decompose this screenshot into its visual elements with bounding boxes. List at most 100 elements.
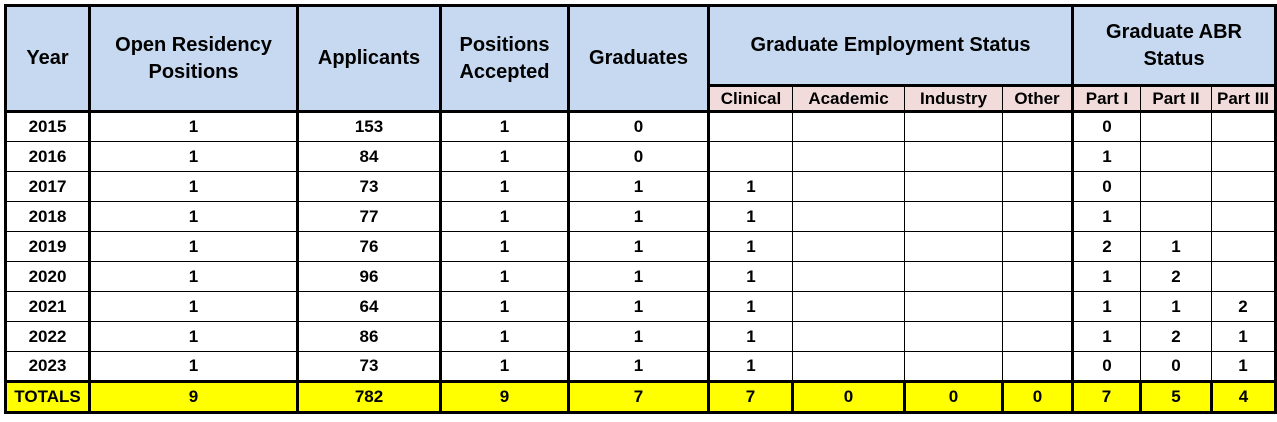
value-cell (904, 231, 1003, 262)
year-cell: 2021 (5, 291, 91, 322)
value-cell (792, 111, 905, 142)
value-cell (904, 171, 1003, 202)
table-row-2022: 2022 1 86 1 1 1 1 2 1 (5, 321, 1277, 352)
table-row-2016: 2016 1 84 1 0 1 (5, 141, 1277, 172)
value-cell: 1 (440, 231, 570, 262)
value-cell: 1 (568, 261, 710, 292)
value-cell: 1 (568, 201, 710, 232)
value-cell (1002, 351, 1074, 382)
value-cell: 1 (89, 141, 299, 172)
value-cell (792, 171, 905, 202)
col-header-open-positions: Open Residency Positions (88, 4, 299, 113)
value-cell (1002, 111, 1074, 142)
col-header-positions-accepted: Positions Accepted (439, 4, 570, 113)
value-cell: 153 (297, 111, 442, 142)
value-cell: 1 (1072, 141, 1141, 172)
value-cell: 84 (297, 141, 442, 172)
value-cell: 1 (708, 351, 793, 382)
value-cell (792, 291, 905, 322)
value-cell: 5 (1139, 380, 1213, 414)
value-cell (1002, 261, 1074, 292)
value-cell: 1 (568, 291, 710, 322)
value-cell: 1 (568, 351, 710, 382)
header-row-groups: Year Open Residency Positions Applicants… (4, 4, 1277, 113)
value-cell: 7 (1071, 380, 1142, 414)
value-cell: 1 (440, 321, 570, 352)
value-cell (1210, 141, 1277, 172)
table-row-2015: 2015 1 153 1 0 0 (5, 111, 1277, 142)
table-row-2023: 2023 1 73 1 1 1 0 0 1 (5, 351, 1277, 382)
value-cell (904, 111, 1003, 142)
subcol-header-part3: Part III (1210, 84, 1277, 113)
table-row-2019: 2019 1 76 1 1 1 2 1 (5, 231, 1277, 262)
value-cell: 1 (708, 171, 793, 202)
value-cell: 0 (903, 380, 1004, 414)
value-cell: 0 (568, 111, 710, 142)
value-cell: 2 (1140, 321, 1212, 352)
col-header-graduates: Graduates (567, 4, 710, 113)
value-cell: 1 (440, 111, 570, 142)
value-cell: 1 (568, 231, 710, 262)
year-cell: 2020 (5, 261, 91, 292)
year-cell: 2018 (5, 201, 91, 232)
value-cell: 1 (708, 201, 793, 232)
value-cell (904, 261, 1003, 292)
value-cell: 782 (296, 380, 442, 414)
value-cell: 0 (1072, 111, 1141, 142)
value-cell: 96 (297, 261, 442, 292)
value-cell: 1 (89, 111, 299, 142)
value-cell: 1 (1072, 291, 1141, 322)
col-header-applicants: Applicants (296, 4, 442, 113)
value-cell: 1 (1210, 321, 1277, 352)
value-cell (1210, 111, 1277, 142)
year-cell: 2019 (5, 231, 91, 262)
value-cell (792, 231, 905, 262)
value-cell: 1 (440, 171, 570, 202)
value-cell (1140, 201, 1212, 232)
group-header-abr-status: Graduate ABR Status (1070, 4, 1277, 87)
value-cell: 1 (89, 201, 299, 232)
value-cell: 76 (297, 231, 442, 262)
value-cell: 1 (89, 321, 299, 352)
subcol-header-industry: Industry (904, 84, 1003, 113)
value-cell (708, 111, 793, 142)
value-cell (792, 261, 905, 292)
totals-label-cell: TOTALS (4, 380, 91, 414)
value-cell: 1 (440, 201, 570, 232)
value-cell (1140, 171, 1212, 202)
group-header-employment-status: Graduate Employment Status (707, 4, 1074, 87)
value-cell: 1 (568, 321, 710, 352)
value-cell (1210, 261, 1277, 292)
value-cell: 1 (1140, 231, 1212, 262)
value-cell: 1 (89, 231, 299, 262)
year-cell: 2015 (5, 111, 91, 142)
table-row-2017: 2017 1 73 1 1 1 0 (5, 171, 1277, 202)
subcol-header-academic: Academic (792, 84, 905, 113)
value-cell (1002, 201, 1074, 232)
table-body: 2015 1 153 1 0 0 2016 1 84 1 0 1 2017 1 73 1 1 1 0 2018 1 77 1… (4, 111, 1277, 414)
value-cell (1210, 231, 1277, 262)
year-cell: 2016 (5, 141, 91, 172)
value-cell (792, 201, 905, 232)
value-cell: 1 (440, 351, 570, 382)
value-cell: 7 (707, 380, 794, 414)
value-cell: 4 (1209, 380, 1277, 414)
value-cell: 1 (708, 261, 793, 292)
value-cell (1002, 231, 1074, 262)
value-cell (1002, 171, 1074, 202)
value-cell (792, 141, 905, 172)
col-header-year: Year (4, 4, 91, 113)
table-row-2020: 2020 1 96 1 1 1 1 2 (5, 261, 1277, 292)
value-cell: 1 (1140, 291, 1212, 322)
value-cell: 1 (708, 231, 793, 262)
value-cell: 64 (297, 291, 442, 322)
value-cell (1210, 171, 1277, 202)
value-cell (1002, 141, 1074, 172)
value-cell: 2 (1210, 291, 1277, 322)
value-cell (1002, 321, 1074, 352)
value-cell: 77 (297, 201, 442, 232)
value-cell: 0 (1072, 171, 1141, 202)
residency-stats-table: Year Open Residency Positions Applicants… (4, 4, 1277, 414)
year-cell: 2022 (5, 321, 91, 352)
